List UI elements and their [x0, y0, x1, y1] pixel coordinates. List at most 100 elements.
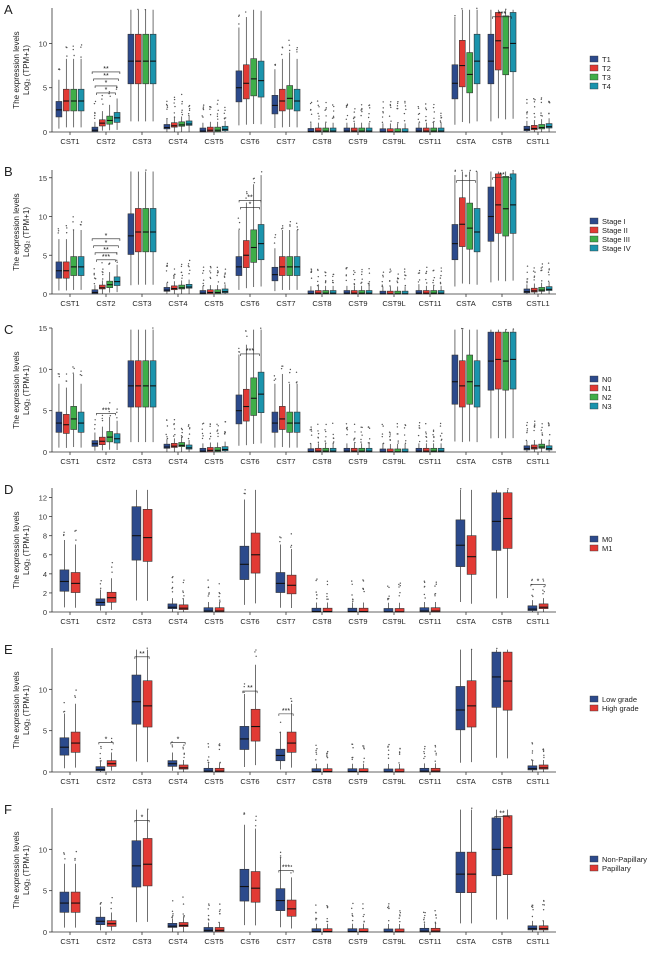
- outlier-point: [219, 913, 221, 915]
- outlier-point: [310, 101, 313, 104]
- outlier-point: [425, 115, 427, 118]
- legend-swatch: [589, 375, 599, 383]
- x-tick-label: CST4: [168, 617, 187, 626]
- outlier-point: [183, 916, 185, 918]
- significance-label: *: [177, 736, 180, 743]
- box-stage-iii: [322, 290, 329, 295]
- outlier-point: [111, 896, 113, 899]
- box-t4: [293, 88, 301, 112]
- outlier-point: [475, 170, 478, 173]
- box-n0: [127, 360, 135, 408]
- outlier-point: [433, 284, 435, 287]
- outlier-point: [207, 914, 210, 917]
- outlier-point: [110, 902, 112, 904]
- significance-label: ***: [282, 864, 290, 871]
- legend-swatch: [589, 55, 599, 63]
- outlier-point: [172, 576, 174, 578]
- outlier-point: [398, 752, 401, 754]
- outlier-point: [399, 910, 401, 912]
- outlier-point: [173, 423, 175, 426]
- x-tick-label: CSTL1: [526, 617, 549, 626]
- box-stage-iv: [77, 256, 85, 276]
- outlier-point: [315, 759, 317, 761]
- outlier-point: [361, 110, 363, 113]
- outlier-point: [423, 748, 426, 750]
- outlier-point: [75, 539, 77, 541]
- outlier-point: [316, 594, 318, 596]
- outlier-point: [352, 756, 354, 759]
- outlier-point: [72, 221, 74, 223]
- outlier-point: [534, 99, 536, 101]
- outlier-point: [405, 440, 407, 442]
- outlier-point: [368, 442, 370, 444]
- x-tick-label: CSTA: [456, 617, 475, 626]
- outlier-point: [345, 118, 348, 120]
- outlier-point: [424, 597, 426, 599]
- x-tick-label: CSTA: [456, 457, 475, 466]
- outlier-point: [425, 103, 427, 105]
- box-stage-iii: [538, 287, 545, 292]
- outlier-point: [404, 274, 406, 276]
- outlier-point: [404, 102, 406, 104]
- outlier-point: [315, 579, 317, 582]
- outlier-point: [217, 432, 219, 435]
- outlier-point: [505, 328, 507, 331]
- outlier-point: [223, 112, 226, 114]
- outlier-point: [63, 531, 65, 534]
- outlier-point: [288, 381, 290, 384]
- outlier-point: [166, 281, 169, 284]
- box-n1: [63, 414, 70, 434]
- x-tick-label: CST7: [276, 937, 295, 946]
- outlier-point: [224, 272, 226, 274]
- outlier-point: [327, 750, 329, 753]
- outlier-point: [180, 271, 183, 274]
- box-t2: [279, 88, 286, 112]
- box-t4: [77, 88, 85, 112]
- box-t3: [214, 126, 221, 132]
- outlier-point: [405, 108, 407, 111]
- outlier-point: [201, 432, 204, 435]
- legend-swatch: [589, 217, 599, 225]
- outlier-point: [425, 440, 428, 442]
- outlier-point: [418, 440, 421, 443]
- outlier-point: [171, 587, 173, 590]
- outlier-point: [440, 274, 442, 277]
- y-tick-label: 2: [43, 589, 47, 598]
- y-tick-label: 0: [43, 928, 47, 937]
- outlier-point: [318, 118, 320, 120]
- outlier-point: [471, 807, 473, 809]
- box-n3: [437, 447, 445, 453]
- box-t2: [423, 127, 430, 133]
- outlier-point: [425, 423, 427, 425]
- outlier-point: [101, 419, 104, 422]
- x-tick-label: CST3: [132, 457, 151, 466]
- outlier-point: [354, 108, 356, 110]
- outlier-point: [289, 368, 292, 371]
- outlier-point: [208, 919, 210, 921]
- outlier-point: [174, 433, 176, 436]
- box-t4: [509, 12, 517, 73]
- outlier-point: [368, 281, 371, 283]
- outlier-point: [224, 273, 226, 275]
- outlier-point: [115, 88, 118, 90]
- box-n2: [430, 447, 437, 453]
- outlier-point: [534, 271, 536, 273]
- outlier-point: [387, 598, 389, 601]
- outlier-point: [548, 100, 550, 103]
- x-tick-label: CSTL1: [526, 137, 549, 146]
- x-tick-label: CST11: [419, 137, 442, 146]
- outlier-point: [325, 436, 327, 438]
- outlier-point: [254, 825, 257, 827]
- outlier-point: [389, 271, 391, 273]
- box-stage-ii: [99, 284, 106, 290]
- box-t1: [127, 33, 135, 85]
- outlier-point: [219, 744, 221, 747]
- outlier-point: [111, 571, 113, 573]
- outlier-point: [188, 428, 191, 430]
- box-t2: [315, 127, 322, 133]
- outlier-point: [65, 373, 68, 375]
- outlier-point: [505, 8, 507, 10]
- outlier-point: [403, 427, 406, 429]
- outlier-point: [289, 225, 291, 227]
